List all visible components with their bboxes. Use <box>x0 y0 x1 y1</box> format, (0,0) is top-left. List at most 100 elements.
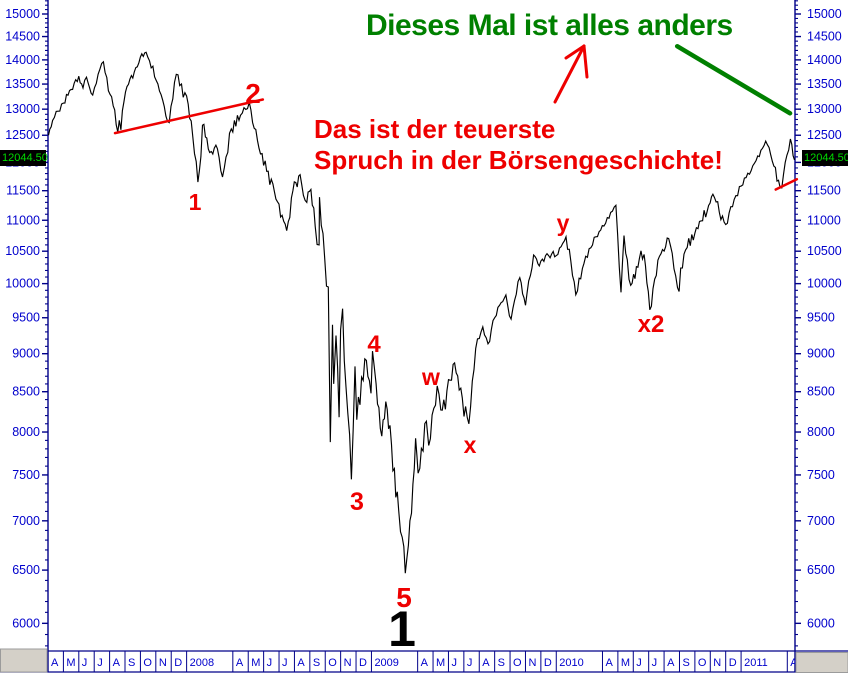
x-month-label: N <box>159 657 167 669</box>
chart-title-annotation: Dieses Mal ist alles anders <box>366 9 733 42</box>
x-month-label: N <box>713 657 721 669</box>
wave-label: x <box>464 432 477 458</box>
x-month-label: J <box>652 657 658 669</box>
y-axis-tick-label: 11000 <box>6 213 40 227</box>
x-month-label: A <box>51 657 59 669</box>
x-month-label: S <box>313 657 320 669</box>
y-axis-tick-label: 6500 <box>807 563 835 577</box>
x-month-label: D <box>359 657 367 669</box>
last-price-tag-right: 12044.50 <box>802 150 848 166</box>
x-month-label: A <box>482 657 490 669</box>
x-month-label: J <box>82 657 88 669</box>
x-month-label: 2010 <box>559 657 583 669</box>
x-month-label: J <box>97 657 103 669</box>
y-axis-tick-label: 7000 <box>12 514 40 528</box>
x-month-label: A <box>421 657 429 669</box>
y-axis-tick-label: 9500 <box>807 311 835 325</box>
y-axis-tick-label: 13000 <box>807 102 842 116</box>
x-month-label: J <box>451 657 457 669</box>
y-axis-tick-label: 11000 <box>807 213 841 227</box>
x-month-label: M <box>66 657 75 669</box>
y-axis-tick-label: 14000 <box>5 53 40 67</box>
x-month-label: A <box>667 657 675 669</box>
y-axis-tick-label: 8500 <box>12 385 40 399</box>
x-month-label: 2009 <box>374 657 398 669</box>
y-axis-tick-label: 14500 <box>5 30 40 44</box>
red-arrow <box>564 44 586 60</box>
x-month-label: M <box>436 657 445 669</box>
x-month-label: A <box>790 657 798 669</box>
y-axis-tick-label: 7500 <box>807 468 835 482</box>
y-axis-tick-label: 13500 <box>807 77 842 91</box>
x-month-label: D <box>544 657 552 669</box>
wave-label: 5 <box>396 582 412 613</box>
scroll-corner-left[interactable] <box>0 648 48 673</box>
x-month-label: A <box>113 657 121 669</box>
x-month-label: S <box>498 657 505 669</box>
y-axis-tick-label: 8000 <box>12 425 40 439</box>
x-month-label: J <box>282 657 288 669</box>
green-pointer-line <box>674 43 793 116</box>
x-month-label: O <box>143 657 152 669</box>
x-month-label: J <box>467 657 473 669</box>
x-month-label: M <box>621 657 630 669</box>
wave-label: 1 <box>388 601 416 657</box>
x-month-label: A <box>297 657 305 669</box>
x-month-label: 2011 <box>744 657 768 669</box>
x-month-label: J <box>636 657 642 669</box>
y-axis-tick-label: 14500 <box>807 30 842 44</box>
support-mini-trendline <box>774 177 799 191</box>
wave-label: 4 <box>367 331 381 358</box>
x-month-label: D <box>729 657 737 669</box>
wave-label: 1 <box>189 189 202 215</box>
x-month-label: M <box>251 657 260 669</box>
comment-line-1: Das ist der teuerste <box>314 114 556 144</box>
y-axis-tick-label: 10500 <box>5 244 40 258</box>
x-month-label: O <box>328 657 337 669</box>
y-axis-tick-label: 9500 <box>12 311 40 325</box>
y-axis-tick-label: 9000 <box>12 347 40 361</box>
wave-label: x2 <box>638 311 665 338</box>
y-axis-tick-label: 13500 <box>5 77 40 91</box>
y-axis-tick-label: 10000 <box>807 277 842 291</box>
x-month-label: 2008 <box>190 657 214 669</box>
x-month-label: S <box>682 657 689 669</box>
y-axis-tick-label: 7500 <box>12 468 40 482</box>
wave-label: w <box>421 364 440 390</box>
y-axis-tick-label: 13000 <box>5 102 40 116</box>
y-axis-tick-label: 12500 <box>5 128 40 142</box>
y-axis-tick-label: 6500 <box>12 563 40 577</box>
y-axis-tick-label: 11500 <box>807 184 841 198</box>
price-line <box>47 51 796 574</box>
y-axis-tick-label: 8500 <box>807 385 835 399</box>
y-axis-tick-label: 14000 <box>807 53 842 67</box>
y-axis-tick-label: 8000 <box>807 425 835 439</box>
scroll-corner-right[interactable] <box>795 652 848 673</box>
y-axis-tick-label: 11500 <box>6 184 40 198</box>
y-axis-tick-label: 12500 <box>807 128 842 142</box>
x-month-label: O <box>698 657 707 669</box>
y-axis-tick-label: 6000 <box>12 616 40 630</box>
y-axis-tick-label: 10000 <box>5 277 40 291</box>
wave12-trendline <box>113 98 265 135</box>
wave-label: y <box>557 210 570 236</box>
red-arrow <box>553 44 586 104</box>
x-month-label: D <box>174 657 182 669</box>
y-axis-tick-label: 7000 <box>807 514 835 528</box>
y-axis-tick-label: 15000 <box>5 7 40 21</box>
wave-label: 2 <box>245 78 261 109</box>
y-axis-tick-label: 15000 <box>807 7 842 21</box>
comment-line-2: Spruch in der Börsengeschichte! <box>314 145 723 175</box>
red-arrow <box>582 44 589 79</box>
x-month-label: S <box>128 657 135 669</box>
x-month-label: A <box>236 657 244 669</box>
x-month-label: N <box>344 657 352 669</box>
y-axis-tick-label: 10500 <box>807 244 842 258</box>
y-axis-tick-label: 9000 <box>807 347 835 361</box>
last-price-tag-left: 12044.50 <box>0 150 48 166</box>
x-month-label: J <box>267 657 273 669</box>
x-month-label: O <box>513 657 522 669</box>
x-month-label: A <box>605 657 613 669</box>
